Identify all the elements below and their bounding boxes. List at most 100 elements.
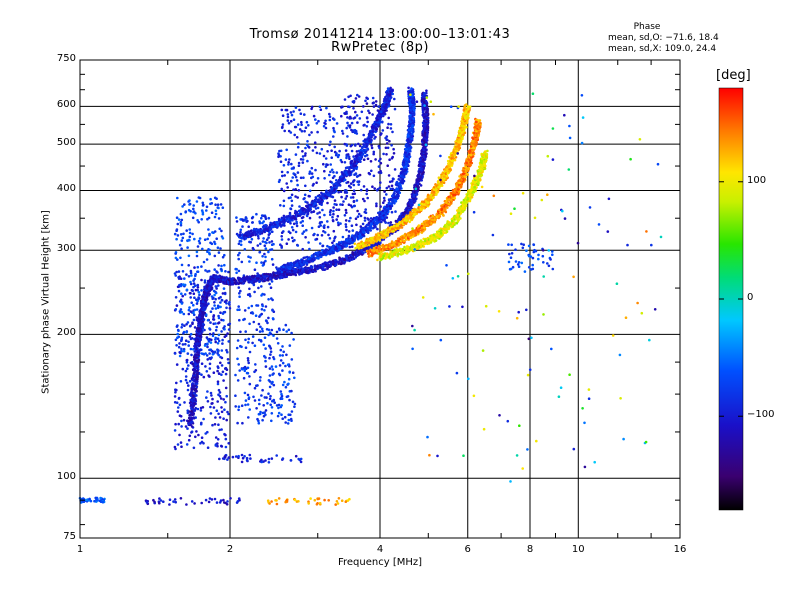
echo-point [344, 500, 348, 504]
echo-point [216, 203, 220, 206]
echo-point [184, 378, 188, 382]
echo-point [419, 158, 422, 162]
echo-point [194, 353, 198, 356]
echo-point [231, 455, 235, 459]
echo-point [313, 268, 317, 272]
echo-point [289, 119, 293, 123]
echo-point [365, 125, 369, 128]
echo-point [392, 152, 396, 155]
echo-point [278, 178, 282, 182]
echo-point [235, 271, 238, 275]
echo-point [401, 178, 404, 181]
echo-point [251, 341, 254, 345]
echo-point [189, 347, 193, 351]
echo-point [287, 328, 291, 332]
echo-point [542, 261, 545, 264]
echo-point [195, 430, 198, 433]
echo-point [183, 277, 186, 280]
echo-point [184, 339, 188, 343]
echo-point [348, 124, 352, 127]
echo-point [374, 103, 378, 107]
echo-point [371, 96, 375, 100]
echo-point [266, 277, 270, 281]
echo-point [175, 363, 179, 366]
echo-point [385, 153, 388, 156]
echo-point [357, 234, 361, 238]
echo-point [283, 174, 287, 177]
echo-point [188, 324, 192, 328]
echo-point [203, 281, 207, 284]
echo-point [247, 255, 250, 258]
echo-point [201, 201, 205, 205]
echo-point [228, 306, 232, 310]
echo-point [350, 224, 354, 227]
echo-point [364, 154, 367, 158]
echo-point [193, 266, 196, 269]
echo-point [356, 121, 359, 124]
echo-point [247, 361, 250, 365]
echo-point [192, 303, 195, 307]
echo-point [267, 298, 270, 301]
echo-point [295, 224, 299, 228]
echo-point [186, 411, 190, 415]
echo-point [323, 231, 327, 234]
echo-point [264, 217, 268, 221]
echo-point [275, 502, 279, 506]
echo-point [182, 283, 185, 286]
echo-point [240, 260, 244, 264]
echo-point [278, 328, 281, 332]
echo-point [235, 216, 238, 219]
echo-point [227, 361, 230, 365]
echo-point [187, 264, 190, 267]
echo-point [219, 311, 222, 315]
echo-point [212, 289, 216, 293]
echo-point [287, 230, 291, 233]
echo-point [330, 248, 333, 251]
echo-point [196, 407, 200, 411]
echo-point [213, 240, 216, 244]
echo-point [210, 211, 214, 214]
echo-point [336, 260, 340, 264]
echo-point [249, 457, 252, 460]
echo-point [246, 359, 250, 362]
echo-point [265, 272, 268, 276]
echo-point [345, 126, 349, 130]
echo-point [192, 311, 195, 315]
echo-point [190, 416, 193, 419]
echo-point [328, 112, 331, 116]
echo-point [216, 306, 220, 310]
echo-point [244, 346, 248, 350]
echo-point [198, 241, 202, 245]
echo-point [284, 385, 288, 389]
echo-point [507, 260, 511, 264]
echo-point [213, 196, 217, 200]
echo-point [316, 130, 319, 134]
echo-point [205, 205, 209, 209]
echo-point [334, 235, 337, 239]
echo-point [246, 366, 250, 370]
echo-point [310, 172, 314, 175]
echo-point [271, 368, 275, 371]
echo-point [212, 406, 216, 409]
echo-point [254, 314, 258, 318]
echo-point [175, 388, 178, 392]
echo-point [257, 274, 261, 278]
echo-point [368, 111, 371, 115]
echo-point [270, 240, 274, 243]
echo-point [188, 199, 191, 202]
echo-point [213, 350, 217, 354]
echo-point [282, 204, 286, 208]
echo-point [537, 257, 540, 261]
echo-point [311, 149, 315, 152]
echo-point [247, 279, 250, 282]
echo-point [297, 189, 301, 192]
echo-point [210, 498, 214, 501]
echo-point [197, 297, 201, 300]
echo-point [511, 265, 515, 269]
echo-point [343, 191, 347, 194]
echo-point [261, 329, 264, 333]
echo-point [425, 100, 428, 104]
echo-point [282, 328, 285, 332]
echo-point [206, 237, 209, 241]
echo-point [365, 227, 369, 231]
